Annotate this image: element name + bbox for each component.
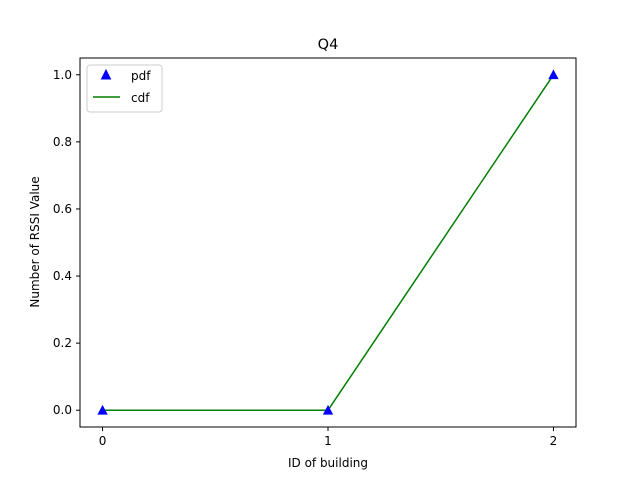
series-pdf-point [97,404,108,415]
series-pdf-point [322,404,334,415]
legend-box [86,64,163,113]
x-axis-label: ID of building [288,456,368,470]
legend-cdf-label: cdf [131,91,150,105]
y-tick-label: 0.2 [53,336,72,350]
y-tick-label: 1.0 [53,68,72,82]
series-layer [97,69,559,415]
y-tick-label: 0.4 [53,269,72,283]
x-tick-label: 2 [550,434,558,448]
y-tick-label: 0.0 [53,403,72,417]
y-tick-label: 0.6 [53,202,72,216]
x-tick-label: 1 [324,434,332,448]
y-axis-ticks: 0.0 0.2 0.4 0.6 0.8 1.0 [53,68,80,417]
legend-pdf-marker [100,68,112,80]
y-tick-label: 0.8 [53,135,72,149]
x-tick-label: 0 [99,434,107,448]
chart-title: Q4 [318,37,339,53]
y-axis-label: Number of RSSI Value [28,176,42,307]
legend: pdf cdf [86,64,163,113]
series-pdf-point [548,69,559,80]
legend-pdf-label: pdf [131,69,151,83]
x-axis-ticks: 0 1 2 [99,427,558,448]
